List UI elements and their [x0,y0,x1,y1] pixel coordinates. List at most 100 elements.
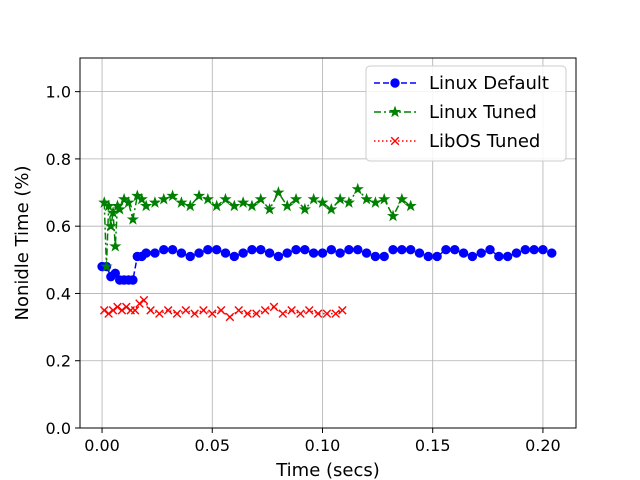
legend-marker [390,78,400,88]
data-point [298,202,311,215]
data-point [225,312,235,322]
legend-marker [388,105,402,118]
data-point [190,309,199,318]
data-point [122,196,135,208]
data-point [194,248,204,258]
data-point [126,213,140,225]
data-point [404,199,417,212]
data-point [109,239,122,252]
data-point [104,219,117,232]
legend-label: LibOS Tuned [429,131,540,152]
data-point [254,192,267,205]
x-tick-label: 0.00 [84,436,120,455]
data-point [520,245,530,255]
legend-label: Linux Tuned [429,102,537,123]
data-point [108,305,118,315]
data-point [378,192,391,205]
data-point [547,248,557,258]
data-point [273,251,284,262]
data-point [176,248,187,258]
data-point [317,248,328,258]
data-point [264,248,275,258]
data-point [353,245,363,255]
data-point [172,309,182,318]
data-point [313,309,323,318]
data-point [281,199,294,212]
x-tick-label: 0.10 [305,436,341,455]
data-point [351,182,364,195]
data-point [361,248,372,258]
x-ticks: 0.00 0.05 0.10 0.15 0.20 [84,428,561,455]
plot-area [79,57,577,429]
data-point [199,305,208,315]
data-point [219,192,232,205]
data-point [159,245,169,255]
data-point [121,302,131,312]
data-point [203,245,213,255]
data-point [467,251,478,262]
data-point [432,251,442,262]
data-point [289,192,303,205]
data-point [291,245,301,255]
data-point [148,196,162,208]
data-point [256,245,266,255]
data-point [128,275,138,285]
data-point [388,245,398,255]
legend-box [365,65,567,162]
data-point [207,309,217,318]
data-point [502,251,513,262]
data-point [476,248,486,258]
data-point [117,305,127,315]
data-point [106,206,120,218]
data-point [287,305,296,315]
data-point [113,302,122,312]
data-point [538,245,548,255]
data-point [229,251,240,262]
data-point [263,202,276,215]
data-point [252,309,261,318]
data-point [272,186,285,198]
data-point [150,248,160,258]
data-point [334,192,347,205]
data-point [344,245,354,255]
data-point [511,248,522,258]
data-point [184,199,197,212]
data-point [386,209,400,222]
data-point [304,305,314,315]
data-point [331,309,341,318]
y-tick-label: 1.0 [46,83,71,102]
data-point [100,260,113,272]
data-point [141,248,151,258]
data-point [163,305,173,315]
data-point [234,305,244,315]
legend-marker [390,136,400,146]
data-point [237,196,250,208]
data-point [216,305,226,315]
data-point [211,245,222,255]
series-libos-tuned [99,295,347,322]
data-point [175,196,188,208]
y-ticks: 0.0 0.2 0.4 0.6 0.8 1.0 [46,83,80,438]
data-point [104,309,113,318]
y-tick-label: 0.6 [46,217,71,236]
data-point [325,202,338,215]
data-point [146,305,155,315]
data-point [135,192,148,205]
data-point [166,189,179,202]
data-point [282,248,292,258]
data-point [414,248,425,258]
data-point [300,245,310,255]
data-point [335,248,345,258]
data-point [139,295,149,305]
x-tick-label: 0.15 [415,436,451,455]
legend-label: Linux Default [429,73,549,94]
data-point [228,199,241,212]
data-point [458,248,469,258]
data-point [450,245,460,255]
data-point [269,302,279,312]
data-point [316,196,329,208]
axes-frame [79,57,577,429]
data-point [110,268,120,278]
data-point [395,192,408,205]
data-point [247,245,257,255]
